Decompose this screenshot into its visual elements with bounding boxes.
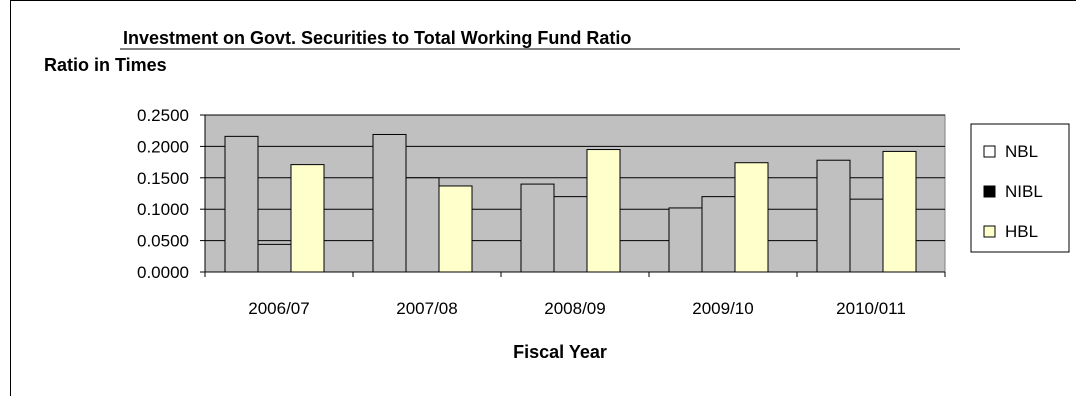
legend: NBL NIBL HBL (983, 142, 1043, 241)
x-tick-label: 2007/08 (396, 299, 457, 318)
legend-label-nbl: NBL (1005, 142, 1038, 161)
y-tick-label: 0.2000 (137, 137, 189, 156)
legend-label-hbl: HBL (1005, 222, 1038, 241)
bar-nbl (520, 183, 555, 273)
legend-swatch-hbl (983, 225, 996, 238)
bar-nibl (553, 196, 588, 273)
x-tick-label: 2008/09 (544, 299, 605, 318)
bar-nbl (816, 159, 851, 273)
x-axis-label: Fiscal Year (513, 342, 607, 362)
legend-swatch-nbl (983, 145, 996, 158)
bar-nibl (257, 243, 292, 273)
bar-nbl (668, 207, 703, 273)
y-tick-label: 0.2500 (137, 106, 189, 125)
bar-nibl (849, 198, 884, 273)
y-tick-label: 0.1000 (137, 200, 189, 219)
bar-hbl (586, 149, 621, 273)
y-tick-label: 0.0000 (137, 263, 189, 282)
chart-title: Investment on Govt. Securities to Total … (123, 28, 631, 48)
x-tick-label: 2009/10 (692, 299, 753, 318)
bar-nibl (701, 196, 736, 273)
bar-hbl (438, 185, 473, 273)
bar-nbl (372, 133, 407, 273)
y-tick-label: 0.0500 (137, 232, 189, 251)
bar-hbl (290, 164, 325, 273)
legend-swatch-nibl (983, 185, 996, 198)
bar-hbl (734, 162, 769, 273)
y-axis-label: Ratio in Times (44, 55, 167, 75)
bar-hbl (882, 150, 917, 273)
plot-area: 0.2500 0.2000 0.1500 0.1000 0.0500 0.0000 2006… (137, 106, 946, 318)
bar-nbl (224, 135, 259, 273)
x-tick-label: 2006/07 (248, 299, 309, 318)
x-tick-label: 2010/011 (836, 299, 906, 318)
chart-frame (10, 0, 1076, 396)
legend-label-nibl: NIBL (1005, 182, 1043, 201)
bar-nibl (405, 177, 440, 273)
y-tick-label: 0.1500 (137, 169, 189, 188)
